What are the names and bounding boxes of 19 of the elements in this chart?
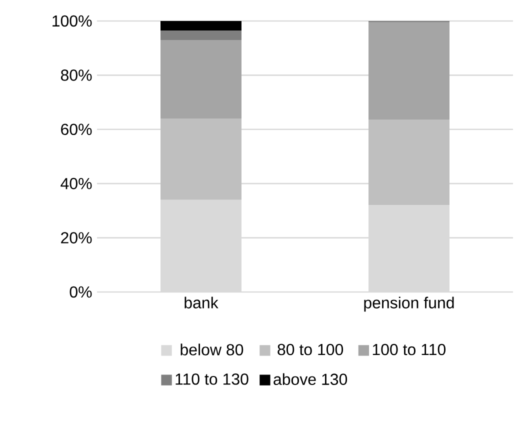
- y-tick-label: 0%: [70, 286, 92, 298]
- legend-label: above 130: [274, 373, 348, 385]
- bar: [368, 120, 450, 206]
- y-tick-label: 40%: [60, 178, 92, 190]
- bar: [368, 22, 450, 120]
- y-tick-label: 20%: [61, 232, 92, 244]
- legend-label: below 80: [180, 344, 244, 356]
- x-tick-label: pension fund: [364, 296, 454, 312]
- legend-label: 80 to 100: [278, 344, 344, 356]
- x-tick-label: bank: [184, 296, 218, 308]
- y-tick-label: 100%: [52, 15, 92, 27]
- legend-label: 110 to 130: [176, 373, 248, 385]
- bar: [160, 40, 242, 119]
- y-tick-label: 80%: [60, 70, 92, 81]
- bar: [160, 118, 242, 200]
- bar: [160, 30, 242, 40]
- bar: [160, 20, 242, 30]
- legend-label: 100 to 110: [372, 344, 446, 356]
- y-tick-label: 60%: [61, 124, 92, 136]
